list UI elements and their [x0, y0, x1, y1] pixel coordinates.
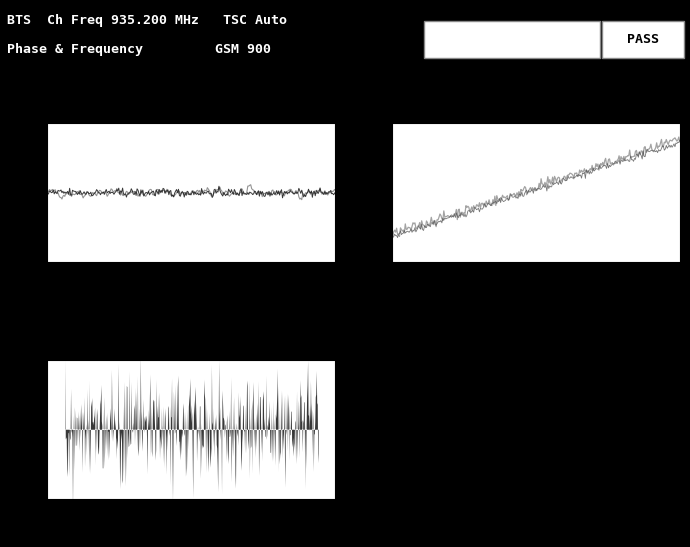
Text: 147.5 bit: 147.5 bit [585, 277, 641, 287]
Text: 1.00
Deg/: 1.00 Deg/ [355, 114, 380, 135]
FancyBboxPatch shape [602, 21, 684, 58]
Text: at bit  143.3: at bit 143.3 [566, 411, 669, 424]
Text: 21.07 Hz: 21.07 Hz [616, 439, 676, 451]
Text: IQ Offset:: IQ Offset: [365, 473, 440, 486]
Text: <: < [339, 424, 346, 434]
Text: <: < [684, 188, 690, 197]
Text: Maximum: Maximum [624, 506, 676, 519]
Text: Phase Err w/Freq: Phase Err w/Freq [484, 84, 604, 96]
Text: 147.5 bit: 147.5 bit [241, 277, 297, 287]
Text: 10.00
dB/: 10.00 dB/ [10, 350, 41, 372]
Text: 5.26 ms: 5.26 ms [241, 513, 284, 523]
Text: BTS  Ch Freq 935.200 MHz   TSC Auto: BTS Ch Freq 935.200 MHz TSC Auto [7, 14, 287, 27]
Text: -61.7 dBc: -61.7 dBc [609, 473, 676, 486]
Text: Ref 0.00: Ref 0.00 [355, 84, 404, 94]
Text: Avg Type:: Avg Type: [365, 506, 432, 519]
Text: 0.500
Deg/: 0.500 Deg/ [10, 114, 41, 135]
Text: >: > [34, 424, 40, 434]
Text: 0.19°  rms: 0.19° rms [590, 350, 669, 363]
Text: -64.40 µs: -64.40 µs [48, 513, 104, 523]
Text: PASS: PASS [627, 33, 659, 46]
Text: RF Envelope: RF Envelope [139, 320, 221, 333]
Text: <: < [339, 188, 346, 197]
Text: 0.52°  pk: 0.52° pk [598, 381, 669, 393]
FancyBboxPatch shape [424, 21, 600, 58]
Text: Ref 0.00: Ref 0.00 [10, 320, 60, 330]
Text: >: > [378, 188, 384, 197]
Text: Phase Error:: Phase Error: [365, 318, 465, 332]
Text: Freq Error:: Freq Error: [365, 439, 447, 451]
Text: Phase & Frequency         GSM 900: Phase & Frequency GSM 900 [7, 43, 271, 56]
Text: >: > [34, 188, 40, 197]
Text: Phase Err: Phase Err [146, 84, 213, 96]
Text: Ref 0.00: Ref 0.00 [10, 84, 60, 94]
Text: 500.0 mbit: 500.0 mbit [405, 277, 468, 287]
Text: 500.0 mbit: 500.0 mbit [61, 277, 124, 287]
